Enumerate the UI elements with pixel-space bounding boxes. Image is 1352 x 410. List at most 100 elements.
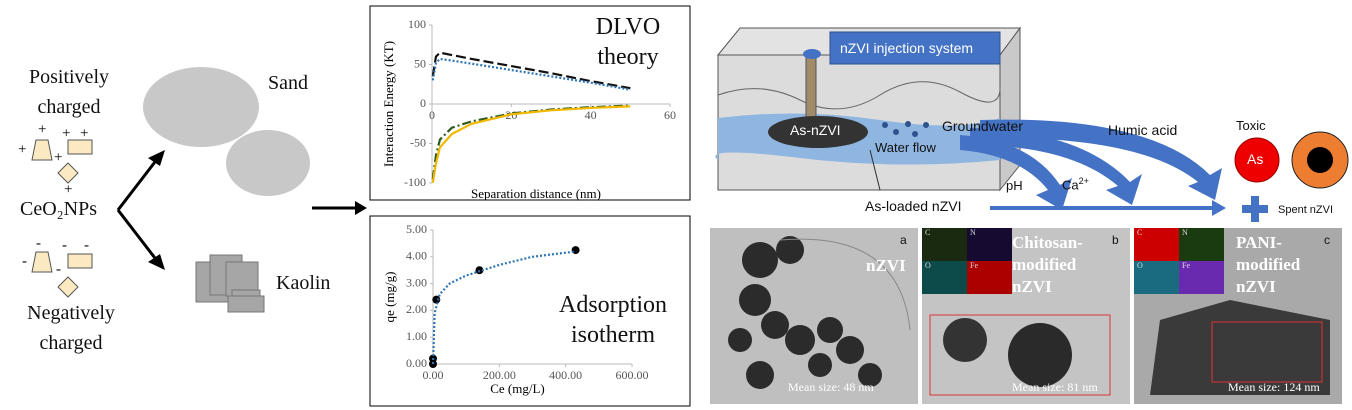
charge: - [36,235,41,251]
label: Humic acid [1108,122,1178,138]
point [432,295,441,304]
label: Ca2+ [1062,176,1089,192]
charge: + [18,141,26,157]
mean-size: Mean size: 124 nm [1228,380,1320,394]
particle [943,318,987,362]
y-tick-label: 100 [408,17,426,31]
injection-box [829,31,1001,65]
chart-title: DLVO theory [595,14,661,70]
y-axis-title: qe (mg/g) [382,272,397,323]
y-tick-label: 1.00 [406,329,427,343]
panel-letter: a [900,233,907,247]
label: Toxic [1236,118,1266,133]
soil-side [999,26,1021,192]
chart-title: Adsorption isotherm [559,292,667,348]
map-label: O [925,261,931,270]
particles [728,236,882,389]
map-label: O [1137,261,1143,270]
particle [1008,323,1072,387]
mean-size: Mean size: 81 nm [1012,380,1098,394]
charge: + [62,125,70,141]
y-tick-label: 0.00 [406,356,427,370]
y-tick-label: -100 [404,175,426,189]
particles [31,139,93,298]
label: nZVI injection system [840,40,974,56]
plus-sign [1242,196,1268,222]
flow-arrows [960,119,1222,210]
y-tick-label: 2.00 [406,302,427,316]
map [967,261,1012,294]
label: pH [1006,178,1023,193]
map-label: N [1182,228,1188,237]
map-label: C [925,228,930,237]
pointer [869,149,881,191]
panel-letter: b [1112,233,1119,247]
point [571,246,580,255]
chart-frame [369,5,691,201]
map-labels: C N O Fe C N O Fe [925,228,1190,270]
charge: + [80,125,88,141]
y-tick-label: 4.00 [406,249,427,263]
x-axis-title: Separation distance (nm) [471,186,601,201]
sand-grain [143,67,259,147]
film-edge [779,238,911,331]
spent-core [1307,147,1333,173]
series-line [431,104,631,180]
micrograph-label: Chitosan-modified nZVI [1012,233,1083,296]
zoom-box [1211,321,1323,383]
arrowheads [148,150,367,270]
map-label: C [1137,228,1142,237]
label: As-nZVI [790,122,841,138]
map [1134,228,1179,261]
label: Kaolin [276,272,331,294]
as-nzvi-cloud [768,116,868,148]
x-tick-label: 600.00 [616,368,649,382]
map-label: Fe [970,261,978,270]
kaolin [195,254,265,313]
map-label: Fe [1182,261,1190,270]
x-axis-title: Ce (mg/L) [490,381,545,396]
panel-letter: c [1324,233,1330,247]
well-head [803,49,821,59]
label: Ca [1062,177,1079,193]
label: As-loaded nZVI [865,198,962,214]
charge: + [54,149,62,165]
micrograph-label: PANI-modified nZVI [1236,233,1301,296]
x-tick-label: 0 [429,108,435,122]
label: Sand [268,72,308,94]
map [922,261,967,294]
branch-arrows [116,157,358,263]
label: Negatively charged [27,302,115,354]
chart-frame [369,215,691,407]
series-line [431,51,631,90]
y-tick-label: 3.00 [406,275,427,289]
charge: - [22,253,27,269]
map [1134,261,1179,294]
y-tick-label: 50 [414,56,426,70]
charge: + [38,121,46,137]
series-line [431,105,631,184]
x-tick-label: 200.00 [483,368,516,382]
micrograph [710,228,918,404]
label: Groundwater [942,118,1023,134]
superscript: 2+ [1078,176,1089,186]
micrograph-label: nZVI [866,256,906,275]
ground-line [717,81,1001,110]
particle [1150,300,1330,395]
arrowhead [1212,200,1226,216]
label: Positively charged [28,66,109,118]
y-axis-title: Interaction Energy (KT) [381,41,396,167]
charge: - [56,261,61,277]
y-tick-label: -50 [410,135,426,149]
particles [882,121,929,137]
y-tick-label: 5.00 [406,222,427,236]
label: Spent nZVI [1278,204,1334,216]
x-tick-label: 0.00 [423,368,444,382]
mean-size: Mean size: 48 nm [788,380,874,394]
charge: - [62,237,67,253]
zoom-box [929,314,1111,396]
x-tick-label: 60 [664,108,676,122]
map [1179,261,1224,294]
